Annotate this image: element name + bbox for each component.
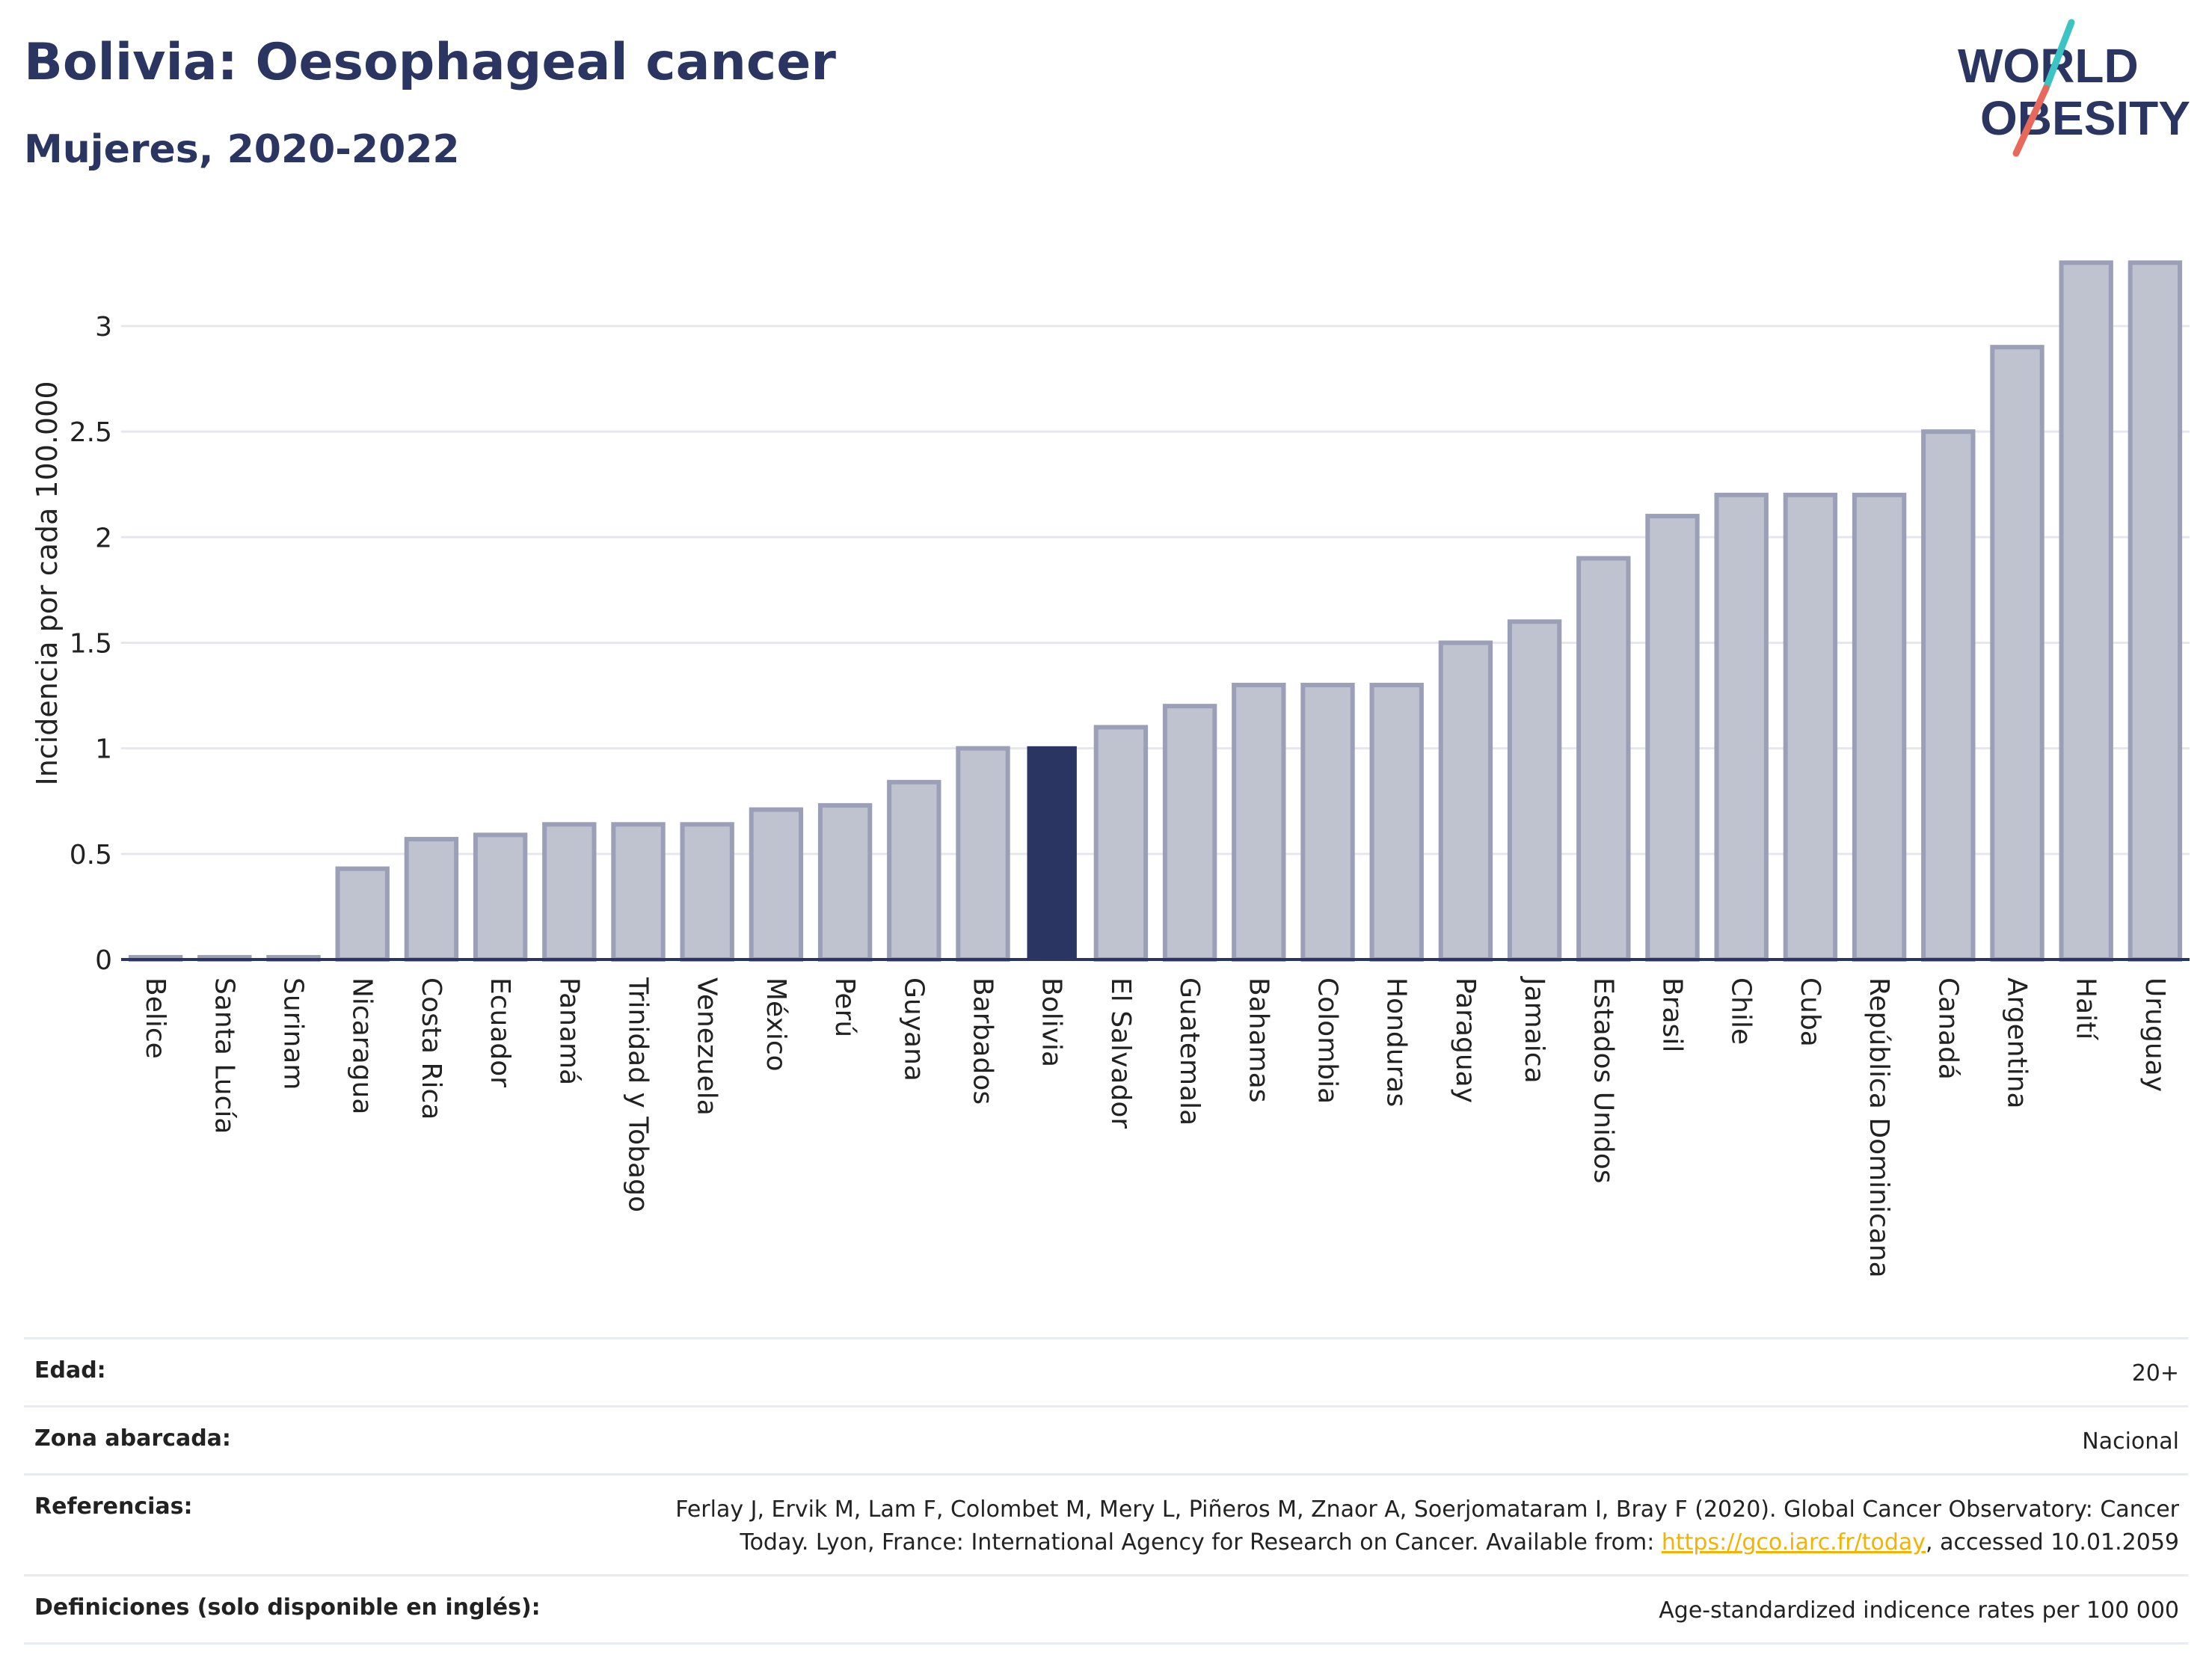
x-tick-label: Jamaica [1519,976,1549,1084]
x-tick-label: Honduras [1381,977,1412,1107]
x-tick-label: República Dominicana [1864,977,1894,1278]
x-tick-label: Belice [140,977,170,1059]
logo-slash-coral [2012,85,2050,157]
x-tick-label: Perú [829,977,860,1037]
x-tick-label: Guatemala [1174,977,1205,1126]
logo-line2: OBESITY [1980,91,2190,145]
meta-value: 20+ [2131,1360,2179,1387]
x-tick-label: Santa Lucía [209,977,239,1134]
logo-slash-teal [2042,19,2075,92]
bar-cuba [1783,492,1838,962]
bar-barbados [956,746,1010,962]
bar-méxico [749,807,804,962]
meta-key: Definiciones (solo disponible en inglés)… [34,1594,541,1621]
x-labels-layer: Belice Santa Lucía Surinam Nicaragua Costa R… [140,976,2170,1278]
bar-el-salvador [1093,725,1149,962]
y-ticks-layer: 0 0.5 1 1.5 2 2.5 3 [70,312,112,976]
meta-value: Nacional [2082,1428,2179,1455]
y-axis-label: Incidencia por cada 100.000 [31,381,64,785]
reference-line1: Ferlay J, Ervik M, Lam F, Colombet M, Me… [675,1496,2179,1523]
y-tick-label: 0 [95,945,112,976]
meta-value: Ferlay J, Ervik M, Lam F, Colombet M, Me… [675,1493,2179,1559]
bar-uruguay [2127,260,2183,962]
meta-row-zone: Zona abarcada: Nacional [24,1405,2188,1473]
x-tick-label: El Salvador [1105,977,1136,1129]
x-tick-label: Cuba [1795,977,1825,1047]
x-tick-label: Uruguay [2139,977,2170,1092]
bar-venezuela [680,822,734,962]
metadata-table: Edad: 20+ Zona abarcada: Nacional Refere… [24,1337,2188,1645]
x-tick-label: Ecuador [485,977,515,1087]
bar-colombia [1300,682,1355,962]
x-tick-label: Trinidad y Tobago [623,977,654,1212]
bar-chile [1714,492,1769,962]
y-tick-label: 1.5 [70,628,112,659]
reference-accessed: , accessed 10.01.2059 [1926,1529,2179,1556]
meta-row-definitions: Definiciones (solo disponible en inglés)… [24,1574,2188,1645]
meta-key: Edad: [34,1357,106,1384]
bar-argentina [1990,345,2044,962]
x-tick-label: Chile [1726,977,1757,1045]
page-subtitle: Mujeres, 2020-2022 [24,127,460,172]
y-tick-label: 2 [95,523,112,553]
meta-row-references: Referencias: Ferlay J, Ervik M, Lam F, C… [24,1473,2188,1574]
x-tick-label: Bahamas [1243,977,1274,1103]
bar-haití [2059,260,2113,962]
bar-bolivia [1027,746,1077,959]
y-tick-label: 1 [95,734,112,765]
world-obesity-logo: WORLD OBESITY [1958,19,2190,157]
bar-trinidad-y-tobago [611,822,666,962]
x-tick-label: Nicaragua [347,977,378,1114]
bar-paraguay [1438,640,1493,962]
bar-jamaica [1507,619,1562,962]
x-tick-label: México [761,977,791,1072]
bar-canadá [1921,429,1976,962]
x-tick-label: Costa Rica [416,977,446,1120]
y-tick-label: 2.5 [70,417,112,448]
x-tick-label: Guyana [898,977,929,1081]
x-tick-label: Argentina [2002,977,2033,1109]
bar-perú [817,802,873,962]
y-tick-label: 0.5 [70,840,112,871]
x-tick-label: Panamá [553,977,584,1085]
bar-guatemala [1162,704,1217,962]
x-tick-label: Brasil [1657,977,1688,1052]
x-tick-label: Canadá [1932,977,1963,1080]
reference-line2: Today. Lyon, France: International Agenc… [740,1529,1662,1556]
grid-layer [121,325,2190,856]
bar-bahamas [1232,682,1286,962]
bar-panamá [542,822,597,962]
x-tick-label: Barbados [968,977,998,1105]
reference-link[interactable]: https://gco.iarc.fr/today [1661,1529,1926,1556]
x-tick-label: Haití [2071,977,2101,1040]
y-tick-label: 3 [95,312,112,343]
bar-estados-unidos [1576,556,1631,962]
meta-row-age: Edad: 20+ [24,1337,2188,1405]
x-tick-label: Surinam [278,977,309,1090]
page-title: Bolivia: Oesophageal cancer [24,33,836,92]
x-tick-label: Estados Unidos [1588,977,1618,1184]
x-tick-label: Paraguay [1450,977,1481,1103]
x-tick-label: Venezuela [692,977,722,1116]
bar-brasil [1645,514,1700,962]
bar-guyana [887,779,941,962]
bar-nicaragua [335,866,390,962]
bar-costa-rica [404,837,459,962]
meta-value: Age-standardized indicence rates per 100… [1659,1597,2179,1624]
bar-honduras [1369,682,1424,962]
bar-ecuador [473,832,528,962]
bar-chart: 0 0.5 1 1.5 2 2.5 3 Belice Santa Lucía Surinam Ni… [31,260,2190,1278]
bar-república-dominicana [1852,492,1907,962]
meta-key: Referencias: [34,1493,193,1520]
x-tick-label: Bolivia [1036,977,1067,1067]
x-tick-label: Colombia [1312,977,1343,1104]
meta-key: Zona abarcada: [34,1425,231,1452]
